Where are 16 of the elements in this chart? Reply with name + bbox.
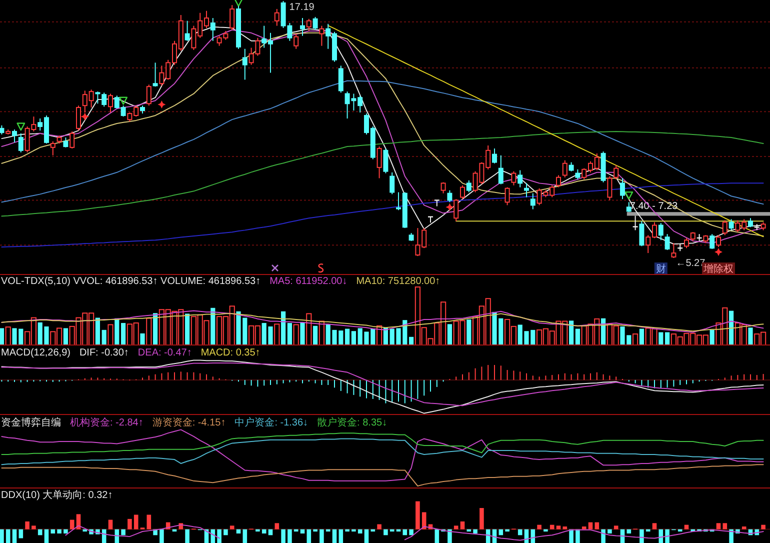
chart-title: VOL-TDX(5,10) VVOL: 461896.53↑ VOLUME: 461896.53↑ xyxy=(1,276,261,287)
series-label: DIF: -0.30↑ xyxy=(79,348,129,358)
chart-title: DDX(10) 大单动向: 0.32↑ xyxy=(1,489,113,501)
annotation: 17.19 xyxy=(289,2,315,13)
chart-title: MACD(12,26,9) xyxy=(1,348,70,358)
series-label: 机构资金: -2.84↑ xyxy=(70,416,144,428)
text: MA5: 611952.00↓ xyxy=(270,276,348,287)
series-label: 散户资金: 8.35↓ xyxy=(317,416,388,428)
series-label: 中户资金: -1.36↓ xyxy=(234,416,308,428)
chart-title: 资金博弈自编 xyxy=(1,416,61,428)
text: 游资资金: -4.15↑ xyxy=(152,416,226,428)
x-tick-label: 增除权 xyxy=(702,263,734,275)
text: MACD: 0.35↑ xyxy=(200,348,260,358)
text: MA10: 751280.00↑ xyxy=(356,276,440,287)
series-label: DEA: -0.47↑ xyxy=(138,348,192,358)
x-tick-label: 财 xyxy=(656,263,666,275)
